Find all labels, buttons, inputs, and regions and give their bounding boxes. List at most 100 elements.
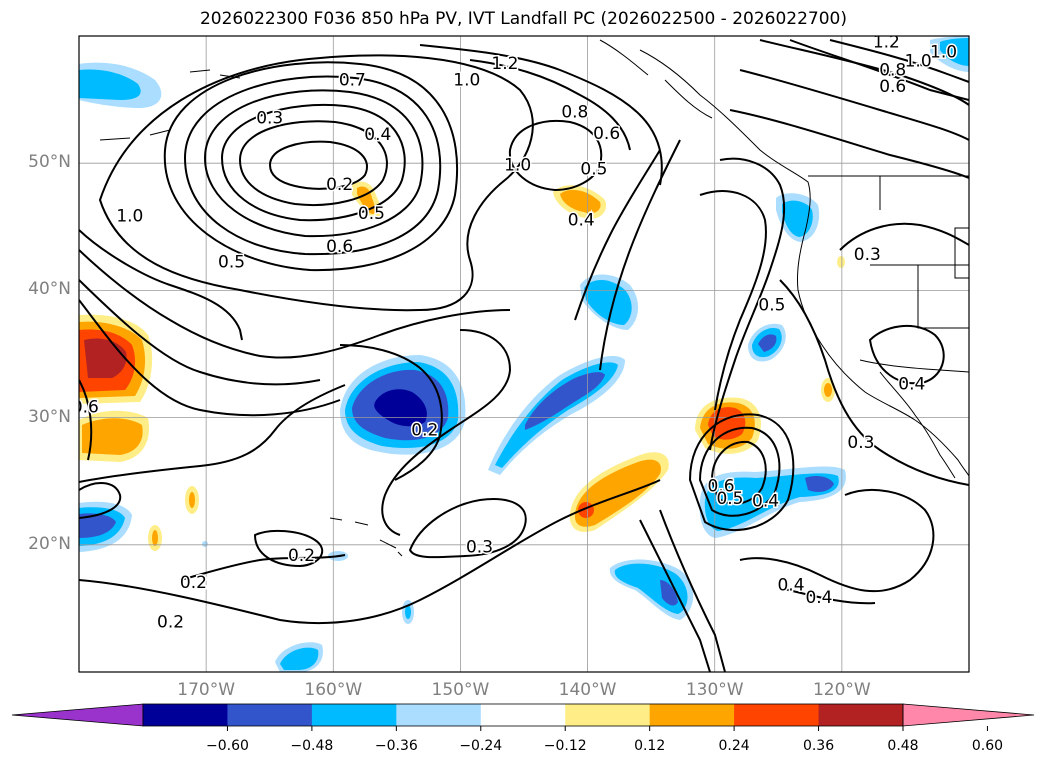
colorbar-segment <box>480 704 566 726</box>
lat-tick-label: 20°N <box>28 533 71 554</box>
colorbar-segment <box>734 704 820 726</box>
fill-16n-negative-inner <box>660 580 678 606</box>
lat-tick-label: 30°N <box>28 406 71 427</box>
colorbar-segment <box>227 704 313 726</box>
pv-contours <box>79 39 969 672</box>
fill-25n-negative-mid <box>704 473 839 531</box>
contour-label: 0.5 <box>580 160 607 180</box>
lon-tick-label: 130°W <box>685 680 744 700</box>
contour-south-1 <box>639 519 711 672</box>
contour-mid-band <box>339 344 443 481</box>
contour-label: 0.4 <box>752 492 779 512</box>
contour-vortex-3 <box>688 413 795 532</box>
contour-02-sw <box>179 554 346 581</box>
contour-label: 0.6 <box>593 124 620 144</box>
lon-tick-label: 150°W <box>431 680 490 700</box>
contour-label: 0.3 <box>466 537 493 557</box>
colorbar-segment <box>565 704 651 726</box>
contour-ring-large <box>98 54 534 312</box>
contour-label: 0.4 <box>777 576 804 596</box>
fill-spot-5 <box>202 541 208 547</box>
contour-03-se <box>779 279 969 486</box>
contour-label: 1.0 <box>504 156 531 176</box>
contour-west-3 <box>79 279 321 386</box>
colorbar-extend-min <box>11 703 144 727</box>
fill-central-negative-core <box>374 389 427 427</box>
contour-central-s <box>381 329 512 536</box>
colorbar-segment <box>818 704 904 726</box>
contour-label: 1.2 <box>873 32 900 52</box>
coastlines <box>99 39 969 557</box>
fill-46n-negative-b <box>782 200 813 237</box>
contour-low-5 <box>183 75 442 256</box>
contour-label: 0.6 <box>326 237 353 257</box>
fill-36n-negative-c <box>758 334 777 352</box>
contour-label: 0.4 <box>568 210 595 230</box>
contour-low-inner <box>268 140 368 190</box>
colorbar-tick-label: −0.24 <box>459 738 503 754</box>
contour-label: 0.2 <box>157 612 184 632</box>
fill-12n-negative-b <box>280 647 319 670</box>
contour-label: 0.5 <box>716 489 743 509</box>
fill-west-positive-2b <box>82 418 143 455</box>
colorbar-tick-label: 0.36 <box>802 738 835 754</box>
contour-label: 0.6 <box>879 77 906 97</box>
contour-east-03 <box>839 222 969 251</box>
contour-loop-east <box>868 324 945 385</box>
contour-label: 0.3 <box>847 433 874 453</box>
contour-labels: 0.70.30.41.00.20.50.60.51.21.00.81.00.60… <box>72 32 959 634</box>
contour-label: 0.2 <box>180 573 207 593</box>
coastline-hawaii <box>329 517 403 557</box>
contour-west-1 <box>79 229 243 341</box>
contour-label: 0.2 <box>326 175 353 195</box>
colorbar-segment <box>143 704 228 726</box>
contour-label: 0.5 <box>218 252 245 272</box>
contour-vortex-2 <box>698 426 781 517</box>
contour-low-2 <box>238 120 388 206</box>
contour-west-2 <box>79 249 511 359</box>
contour-05-east <box>574 149 661 321</box>
coastline-north-america <box>639 49 969 477</box>
contour-label: 0.6 <box>72 397 99 417</box>
colorbar-tick-label: 0.60 <box>971 738 1004 754</box>
lon-tick-label: 170°W <box>177 680 236 700</box>
contour-label: 0.7 <box>339 71 366 91</box>
contour-mid-1 <box>79 384 346 483</box>
map-title: 2026022300 F036 850 hPa PV, IVT Landfall… <box>199 9 847 29</box>
map-frame <box>78 35 970 673</box>
contour-ne-3 <box>829 39 969 83</box>
contour-ne-5 <box>729 109 969 179</box>
fill-spot-7 <box>837 256 845 268</box>
contour-02-loop <box>253 529 324 568</box>
pv-anomaly-fills <box>79 36 969 672</box>
contour-label: 0.2 <box>288 546 315 566</box>
fill-spot-1b <box>189 492 195 508</box>
contour-label: 0.2 <box>411 420 438 440</box>
contour-label: 0.3 <box>854 245 881 265</box>
map-plot-area: 0.70.30.41.00.20.50.60.51.21.00.81.00.60… <box>72 32 969 672</box>
contour-label: 0.5 <box>758 296 785 316</box>
fill-spot-6b <box>824 383 832 397</box>
fill-48n-positive-b <box>357 186 376 214</box>
contour-west-4 <box>79 299 341 417</box>
contour-north-wave-2 <box>469 59 631 151</box>
contour-label: 0.5 <box>358 204 385 224</box>
contour-east-big <box>709 157 786 451</box>
lat-tick-label: 50°N <box>28 152 71 173</box>
colorbar-tick-label: 0.12 <box>634 738 666 754</box>
colorbar-tick-label: −0.48 <box>290 738 334 754</box>
contour-label: 1.2 <box>491 54 518 74</box>
contour-west-06 <box>79 379 93 461</box>
contour-ne-2 <box>789 39 969 101</box>
fill-40n-negative-b <box>584 279 632 325</box>
contour-04-se-2 <box>779 587 876 605</box>
contour-low-6 <box>163 61 459 272</box>
colorbar-tick-label: 0.24 <box>718 738 750 754</box>
lon-tick-label: 160°W <box>304 680 363 700</box>
contour-vortex-1 <box>710 440 767 505</box>
contour-label: 1.0 <box>930 43 957 63</box>
fill-sw-negative-c <box>79 513 116 538</box>
colorbar-segment <box>311 704 397 726</box>
colorbar-tick-label: −0.36 <box>374 738 418 754</box>
colorbar-tick-label: −0.12 <box>543 738 587 754</box>
